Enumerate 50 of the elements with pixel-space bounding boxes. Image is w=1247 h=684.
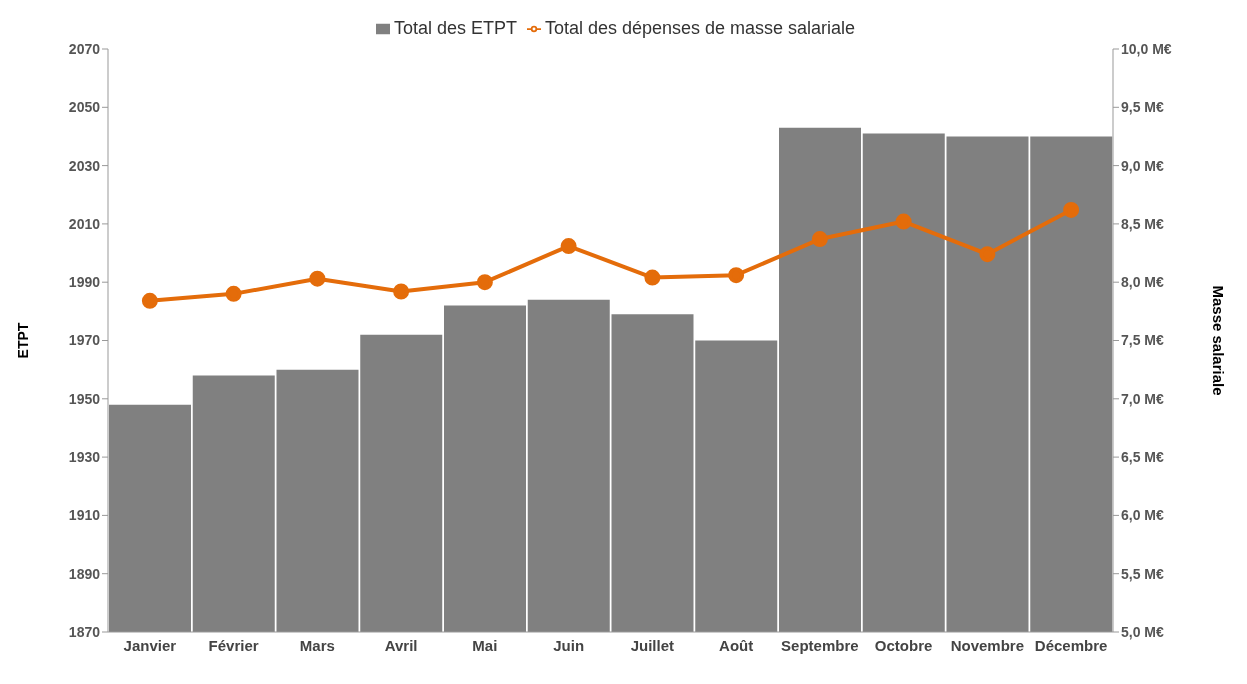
- x-tick-label: Juillet: [630, 636, 675, 654]
- y-tick-label: 1870: [68, 623, 101, 640]
- point: [225, 285, 242, 302]
- point: [1063, 201, 1080, 218]
- point: [895, 213, 912, 230]
- point: [811, 231, 828, 248]
- y-tick-label: 1890: [68, 565, 101, 582]
- x-tick-label: Octobre: [874, 636, 933, 654]
- y-tick-label: 1990: [68, 274, 101, 291]
- y-tick-label: 2050: [68, 99, 101, 116]
- y2-tick-label: 10,0 M€: [1121, 40, 1172, 57]
- point: [728, 267, 745, 284]
- y2-axis-title: Masse salariale: [1209, 285, 1227, 396]
- y2-tick-label: 7,0 M€: [1121, 390, 1165, 407]
- x-tick-label: Janvier: [123, 636, 177, 654]
- y2-tick-label: 5,5 M€: [1121, 565, 1165, 582]
- y2-tick-label: 8,5 M€: [1121, 215, 1165, 232]
- y-tick-label: 2030: [68, 157, 101, 174]
- y2-tick-label: 7,5 M€: [1121, 332, 1165, 349]
- y2-tick-label: 5,0 M€: [1121, 623, 1165, 640]
- y2-tick-label: 9,5 M€: [1121, 99, 1165, 116]
- point: [560, 238, 577, 255]
- y-tick-label: 1930: [68, 449, 101, 466]
- point: [393, 283, 410, 300]
- legend-label: Total des dépenses de masse salariale: [544, 18, 856, 38]
- x-tick-label: Septembre: [781, 636, 859, 654]
- y-tick-label: 2010: [68, 215, 101, 232]
- point: [309, 270, 326, 287]
- y2-tick-label: 6,0 M€: [1121, 507, 1165, 524]
- y2-tick-label: 6,5 M€: [1121, 449, 1165, 466]
- x-tick-label: Décembre: [1034, 636, 1108, 654]
- y-tick-label: 2070: [68, 40, 101, 57]
- point: [644, 269, 661, 286]
- point: [476, 274, 493, 291]
- y-tick-label: 1970: [68, 332, 101, 349]
- x-tick-label: Mai: [472, 636, 498, 654]
- x-tick-label: Août: [719, 636, 754, 654]
- y-tick-label: 1950: [68, 390, 101, 407]
- y-tick-label: 1910: [68, 507, 101, 524]
- y2-tick-label: 8,0 M€: [1121, 274, 1165, 291]
- point: [141, 292, 158, 309]
- legend-label: Total des ETPT: [393, 18, 517, 38]
- x-tick-label: Mars: [299, 636, 335, 654]
- y2-tick-label: 9,0 M€: [1121, 157, 1165, 174]
- point: [979, 246, 996, 263]
- x-tick-label: Février: [208, 636, 259, 654]
- y-axis-title: ETPT: [14, 322, 31, 359]
- x-tick-label: Avril: [384, 636, 418, 654]
- x-tick-label: Novembre: [950, 636, 1025, 654]
- x-tick-label: Juin: [553, 636, 585, 654]
